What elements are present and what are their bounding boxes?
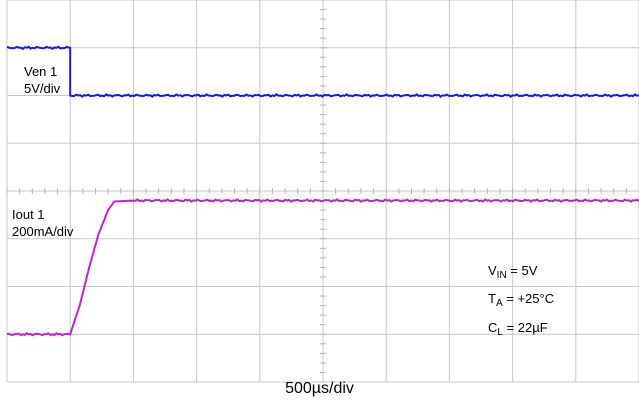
grid [6,0,639,383]
time-scale-label: 500µs/div [285,380,354,397]
cl-value: = 22µF [502,320,548,335]
vin-subscript: IN [496,270,507,281]
cl-annotation: CL = 22µF [488,320,548,338]
iout-channel-name: Iout 1 [12,207,45,222]
iout-scale-label: 200mA/div [12,224,73,239]
iout-channel-label: Iout 1 [12,207,45,222]
ven-channel-label: Ven 1 [24,64,57,79]
ven-trace [6,45,639,98]
ven-channel-name: Ven 1 [24,64,58,79]
vin-symbol: V [488,263,497,278]
vin-annotation: VIN = 5V [488,263,538,281]
ta-symbol: T [488,291,496,306]
traces [6,45,639,337]
cl-subscript: L [497,327,503,338]
vin-value: = 5V [506,263,538,278]
ta-subscript: A [495,298,503,309]
cl-symbol: C [488,320,498,335]
ta-value: = +25°C [502,291,555,306]
iout-trace [6,198,639,337]
ven-scale-value: 5V/div [24,81,61,96]
ven-scale-label: 5V/div [24,81,60,96]
ta-annotation: TA = +25°C [488,291,555,309]
iout-scale-value: 200mA/div [12,224,74,239]
